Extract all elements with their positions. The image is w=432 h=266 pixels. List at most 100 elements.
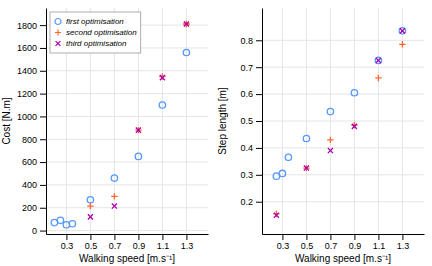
- plot-area: [273, 28, 405, 218]
- tick-mark: [40, 94, 46, 95]
- y-axis: 0 200 400 600 800 1000 1200 1400 1600 1800: [17, 9, 47, 236]
- point: [159, 73, 165, 79]
- point: [327, 137, 333, 143]
- tick: 1600: [17, 43, 46, 53]
- tick-mark: [402, 234, 403, 240]
- tick-label: 1.1: [373, 241, 386, 251]
- tick-mark: [282, 234, 283, 240]
- tick-label: 1.1: [157, 241, 170, 251]
- legend-symbol: [55, 19, 61, 25]
- tick-label: 0.5: [85, 241, 98, 251]
- tick-label: 0.5: [240, 116, 253, 126]
- point: [285, 154, 291, 160]
- grid-line: [46, 116, 208, 117]
- tick-label: 200: [22, 203, 37, 213]
- point: [184, 21, 189, 26]
- tick: 0.3: [61, 234, 74, 251]
- point: [351, 122, 357, 128]
- legend-label: third optimisation: [66, 39, 127, 48]
- tick: 1400: [17, 66, 46, 76]
- tick-label: 0.2: [240, 197, 253, 207]
- grid: [46, 8, 208, 234]
- series: [273, 41, 405, 217]
- tick: 0.5: [301, 234, 314, 251]
- x-axis-title: Walking speed [m.s⁻¹]: [79, 253, 175, 264]
- point: [183, 21, 189, 27]
- x-axis: 0.30.50.70.91.11.3: [47, 234, 209, 251]
- tick: 1800: [17, 21, 46, 31]
- tick: 0.7: [109, 234, 122, 251]
- point: [183, 21, 189, 27]
- tick-label: 0.3: [61, 241, 74, 251]
- tick: 200: [22, 203, 46, 213]
- point: [87, 203, 93, 209]
- point: [303, 135, 309, 141]
- tick: 0.3: [240, 170, 262, 180]
- grid-line: [46, 184, 208, 185]
- point: [279, 170, 285, 176]
- tick-mark: [256, 40, 262, 41]
- grid: [262, 8, 424, 234]
- tick-label: 800: [22, 135, 37, 145]
- tick-mark: [40, 48, 46, 49]
- tick-mark: [40, 116, 46, 117]
- tick-mark: [40, 231, 46, 232]
- tick: 0.7: [240, 63, 262, 73]
- grid-line: [262, 174, 424, 175]
- point: [399, 41, 405, 47]
- point: [376, 58, 381, 63]
- tick-label: 0.6: [240, 89, 253, 99]
- tick-label: 0.5: [301, 241, 314, 251]
- figure: 0.30.50.70.91.11.30200400600800100012001…: [0, 0, 432, 266]
- point: [136, 128, 141, 133]
- tick: 0.6: [240, 89, 262, 99]
- tick-label: 0.7: [240, 63, 253, 73]
- tick-mark: [330, 234, 331, 240]
- tick: 400: [22, 180, 46, 190]
- tick: 0.3: [277, 234, 290, 251]
- tick-label: 0.9: [349, 241, 362, 251]
- tick-mark: [354, 234, 355, 240]
- tick-label: 1400: [17, 66, 37, 76]
- y-axis: 0.20.30.40.50.60.70.8: [240, 9, 262, 235]
- tick-label: 0.7: [109, 241, 122, 251]
- x-axis-title: Walking speed [m.s⁻¹]: [295, 253, 391, 264]
- point: [183, 49, 189, 55]
- tick-label: 1200: [17, 89, 37, 99]
- point: [375, 75, 381, 81]
- point: [351, 90, 357, 96]
- point: [399, 28, 405, 34]
- point: [159, 102, 165, 108]
- grid-line: [162, 8, 163, 234]
- grid-line: [262, 40, 424, 41]
- series: [51, 49, 189, 228]
- y-axis-title: Cost [N.m]: [1, 97, 12, 144]
- tick-label: 400: [22, 180, 37, 190]
- axis-line: [263, 234, 425, 235]
- grid-line: [262, 147, 424, 148]
- tick: 0.9: [349, 234, 362, 251]
- grid-line: [46, 93, 208, 94]
- axis-line: [262, 9, 263, 235]
- point: [304, 166, 309, 171]
- grid-line: [46, 230, 208, 231]
- tick-mark: [306, 234, 307, 240]
- grid-line: [262, 67, 424, 68]
- point: [274, 213, 279, 218]
- point: [135, 127, 141, 133]
- tick: 600: [22, 157, 46, 167]
- tick-label: 1000: [17, 112, 37, 122]
- tick-mark: [40, 139, 46, 140]
- series: [273, 28, 405, 180]
- x-axis: 0.30.50.70.91.11.3: [263, 234, 425, 251]
- tick-label: 0: [32, 226, 37, 236]
- tick-mark: [256, 67, 262, 68]
- tick-mark: [40, 208, 46, 209]
- y-axis-title: Step length [m]: [217, 87, 228, 154]
- tick-label: 1800: [17, 21, 37, 31]
- point: [88, 214, 93, 219]
- point: [87, 197, 93, 203]
- grid-line: [46, 207, 208, 208]
- tick: 1.1: [157, 234, 170, 251]
- point: [328, 148, 333, 153]
